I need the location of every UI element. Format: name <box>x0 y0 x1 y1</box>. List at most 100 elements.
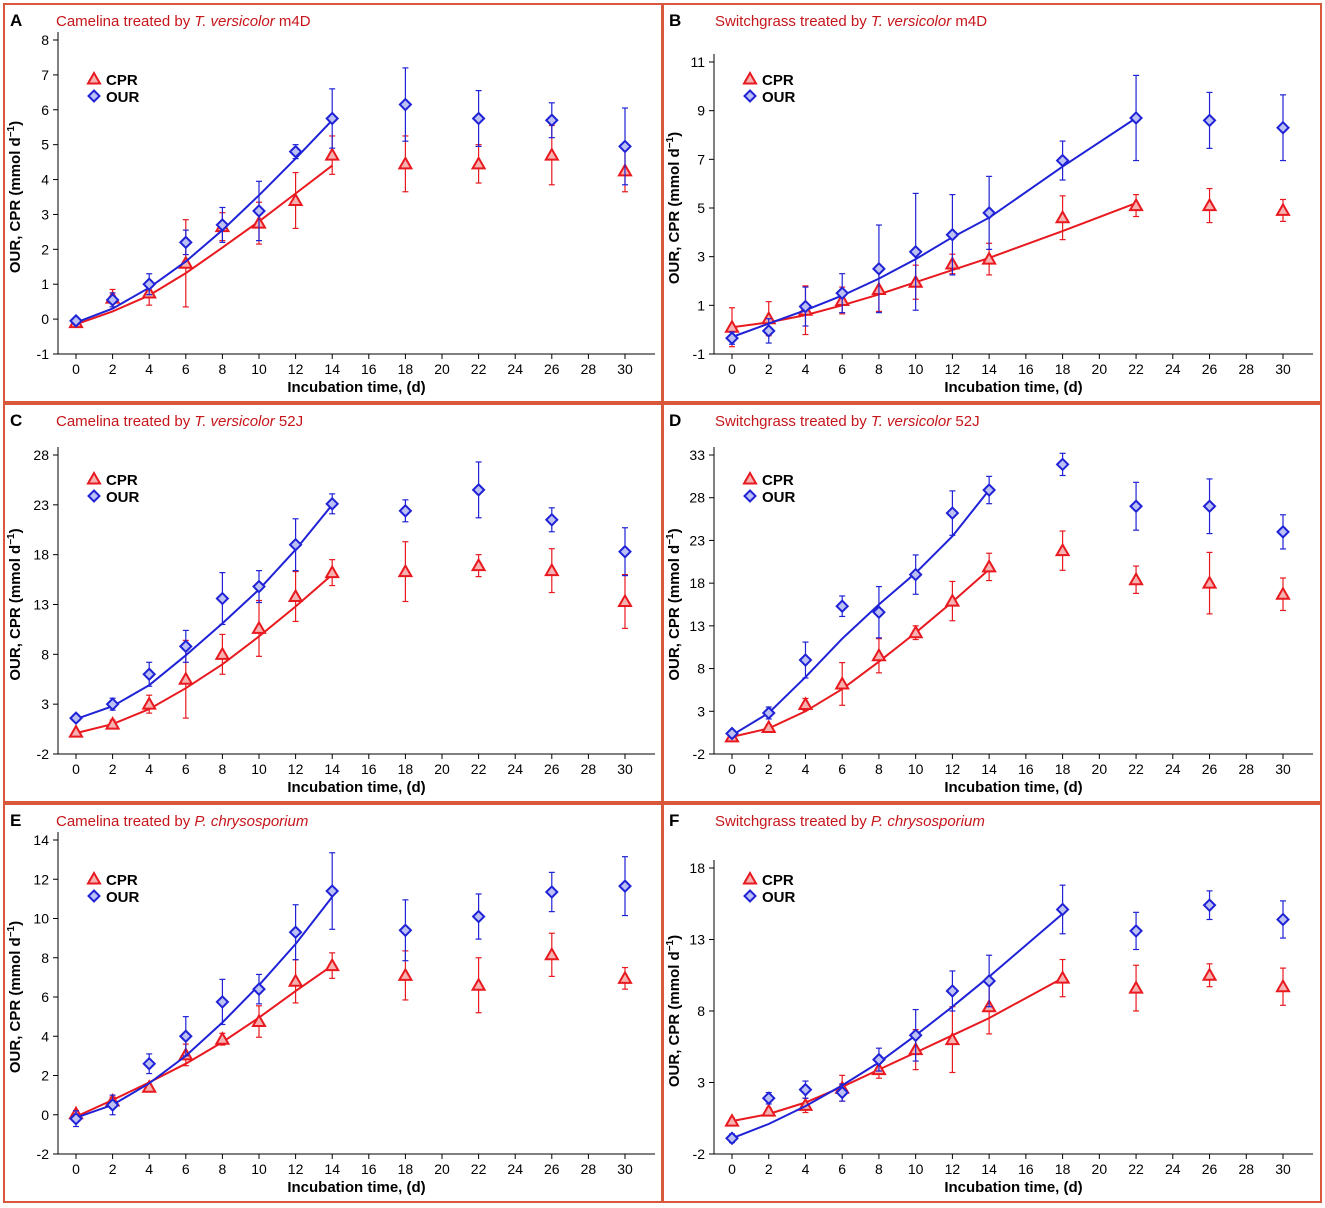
x-tick-label: 0 <box>72 761 80 777</box>
series-our <box>725 74 1290 346</box>
panel-letter: E <box>10 811 21 830</box>
title-organism: T. versicolor <box>194 13 275 30</box>
x-tick-label: 20 <box>1092 761 1108 777</box>
our-marker <box>1276 120 1290 135</box>
y-label-sup: −1 <box>6 125 17 137</box>
x-tick-label: 14 <box>981 1161 997 1177</box>
y-tick-label: 8 <box>697 661 705 677</box>
our-marker <box>618 139 632 154</box>
our-marker <box>908 1028 923 1043</box>
cpr-marker <box>1275 978 1291 993</box>
x-tick-label: 10 <box>908 361 924 377</box>
legend-label-cpr: CPR <box>762 872 794 889</box>
series-our <box>725 452 1290 741</box>
series-our <box>69 852 632 1128</box>
title-organism: T. versicolor <box>871 413 952 430</box>
title-text: Switchgrass treated by <box>715 813 871 830</box>
x-tick-label: 2 <box>109 361 117 377</box>
y-label-sup: −1 <box>665 939 676 951</box>
cpr-marker <box>617 970 633 984</box>
x-tick-label: 8 <box>219 361 227 377</box>
panel-c: C Camelina treated by T. versicolor 52J -2… <box>3 403 663 803</box>
x-tick-label: 6 <box>838 761 846 777</box>
y-tick-label: 3 <box>41 206 49 222</box>
legend-label-our: OUR <box>106 889 140 906</box>
cpr-marker <box>1275 586 1291 600</box>
our-marker <box>544 512 559 527</box>
legend-label-our: OUR <box>106 89 140 106</box>
x-tick-label: 28 <box>581 1161 597 1177</box>
x-tick-label: 26 <box>1202 761 1218 777</box>
our-marker <box>945 227 960 242</box>
our-marker <box>178 235 193 250</box>
x-tick-label: 4 <box>802 761 810 777</box>
cpr-marker <box>1054 209 1071 224</box>
x-tick-label: 16 <box>1018 1161 1034 1177</box>
our-marker <box>618 544 632 559</box>
cpr-marker <box>1054 970 1071 984</box>
x-tick-label: 6 <box>838 1161 846 1177</box>
cpr-marker <box>742 470 758 485</box>
x-tick-label: 30 <box>617 361 633 377</box>
y-tick-label: 8 <box>41 32 49 48</box>
our-marker <box>725 331 739 346</box>
x-tick-label: 16 <box>361 761 377 777</box>
our-marker <box>69 711 83 726</box>
cpr-fit-line <box>731 202 1137 329</box>
y-tick-label: 1 <box>697 297 705 313</box>
our-marker <box>618 879 632 894</box>
cpr-marker <box>251 620 267 634</box>
cpr-marker <box>617 593 633 608</box>
series-cpr <box>68 932 633 1120</box>
x-tick-label: 10 <box>908 761 924 777</box>
y-tick-label: 6 <box>41 102 49 118</box>
title-strain: m4D <box>275 13 311 30</box>
our-marker <box>725 726 739 741</box>
y-tick-label: 9 <box>697 103 705 119</box>
cpr-marker <box>324 957 340 972</box>
x-tick-label: 28 <box>581 361 597 377</box>
panel-f: F Switchgrass treated by P. chrysosporium… <box>662 803 1322 1203</box>
our-marker <box>69 313 83 328</box>
y-label-end: ) <box>666 935 683 940</box>
y-tick-label: 23 <box>33 497 49 513</box>
y-tick-label: 12 <box>33 871 49 887</box>
x-tick-label: 22 <box>471 761 487 777</box>
x-axis-label: Incubation time, (d) <box>287 379 425 396</box>
x-tick-label: 18 <box>398 761 414 777</box>
our-marker <box>252 204 266 218</box>
x-tick-label: 14 <box>324 1161 340 1177</box>
our-marker <box>87 489 101 503</box>
our-marker <box>398 923 413 938</box>
x-tick-label: 30 <box>1275 1161 1291 1177</box>
our-marker <box>105 1098 120 1112</box>
our-marker <box>142 277 157 292</box>
y-label-end: ) <box>7 528 24 533</box>
cpr-marker <box>68 724 84 738</box>
x-tick-label: 6 <box>182 361 190 377</box>
cpr-marker <box>1275 202 1291 216</box>
our-marker <box>544 885 559 899</box>
x-tick-label: 8 <box>875 1161 883 1177</box>
x-tick-label: 12 <box>945 361 961 377</box>
panel-title: Switchgrass treated by P. chrysosporium <box>715 813 985 830</box>
x-tick-label: 18 <box>398 361 414 377</box>
panel-b: B Switchgrass treated by T. versicolor m4… <box>662 3 1322 403</box>
x-tick-label: 2 <box>765 361 773 377</box>
panel-frame <box>662 3 1322 403</box>
y-tick-label: 13 <box>33 597 49 613</box>
x-tick-label: 22 <box>471 361 487 377</box>
x-axis-label: Incubation time, (d) <box>944 379 1082 396</box>
cpr-marker <box>86 70 102 85</box>
panel-title: Camelina treated by T. versicolor 52J <box>56 413 303 430</box>
x-tick-label: 16 <box>361 361 377 377</box>
legend-label-cpr: CPR <box>762 72 794 89</box>
cpr-marker <box>1201 197 1218 212</box>
x-tick-label: 14 <box>324 361 340 377</box>
x-tick-label: 6 <box>182 761 190 777</box>
x-tick-label: 24 <box>507 361 523 377</box>
cpr-marker <box>86 870 102 885</box>
panel-frame <box>3 3 663 403</box>
x-tick-label: 28 <box>1238 761 1254 777</box>
our-marker <box>761 323 776 338</box>
